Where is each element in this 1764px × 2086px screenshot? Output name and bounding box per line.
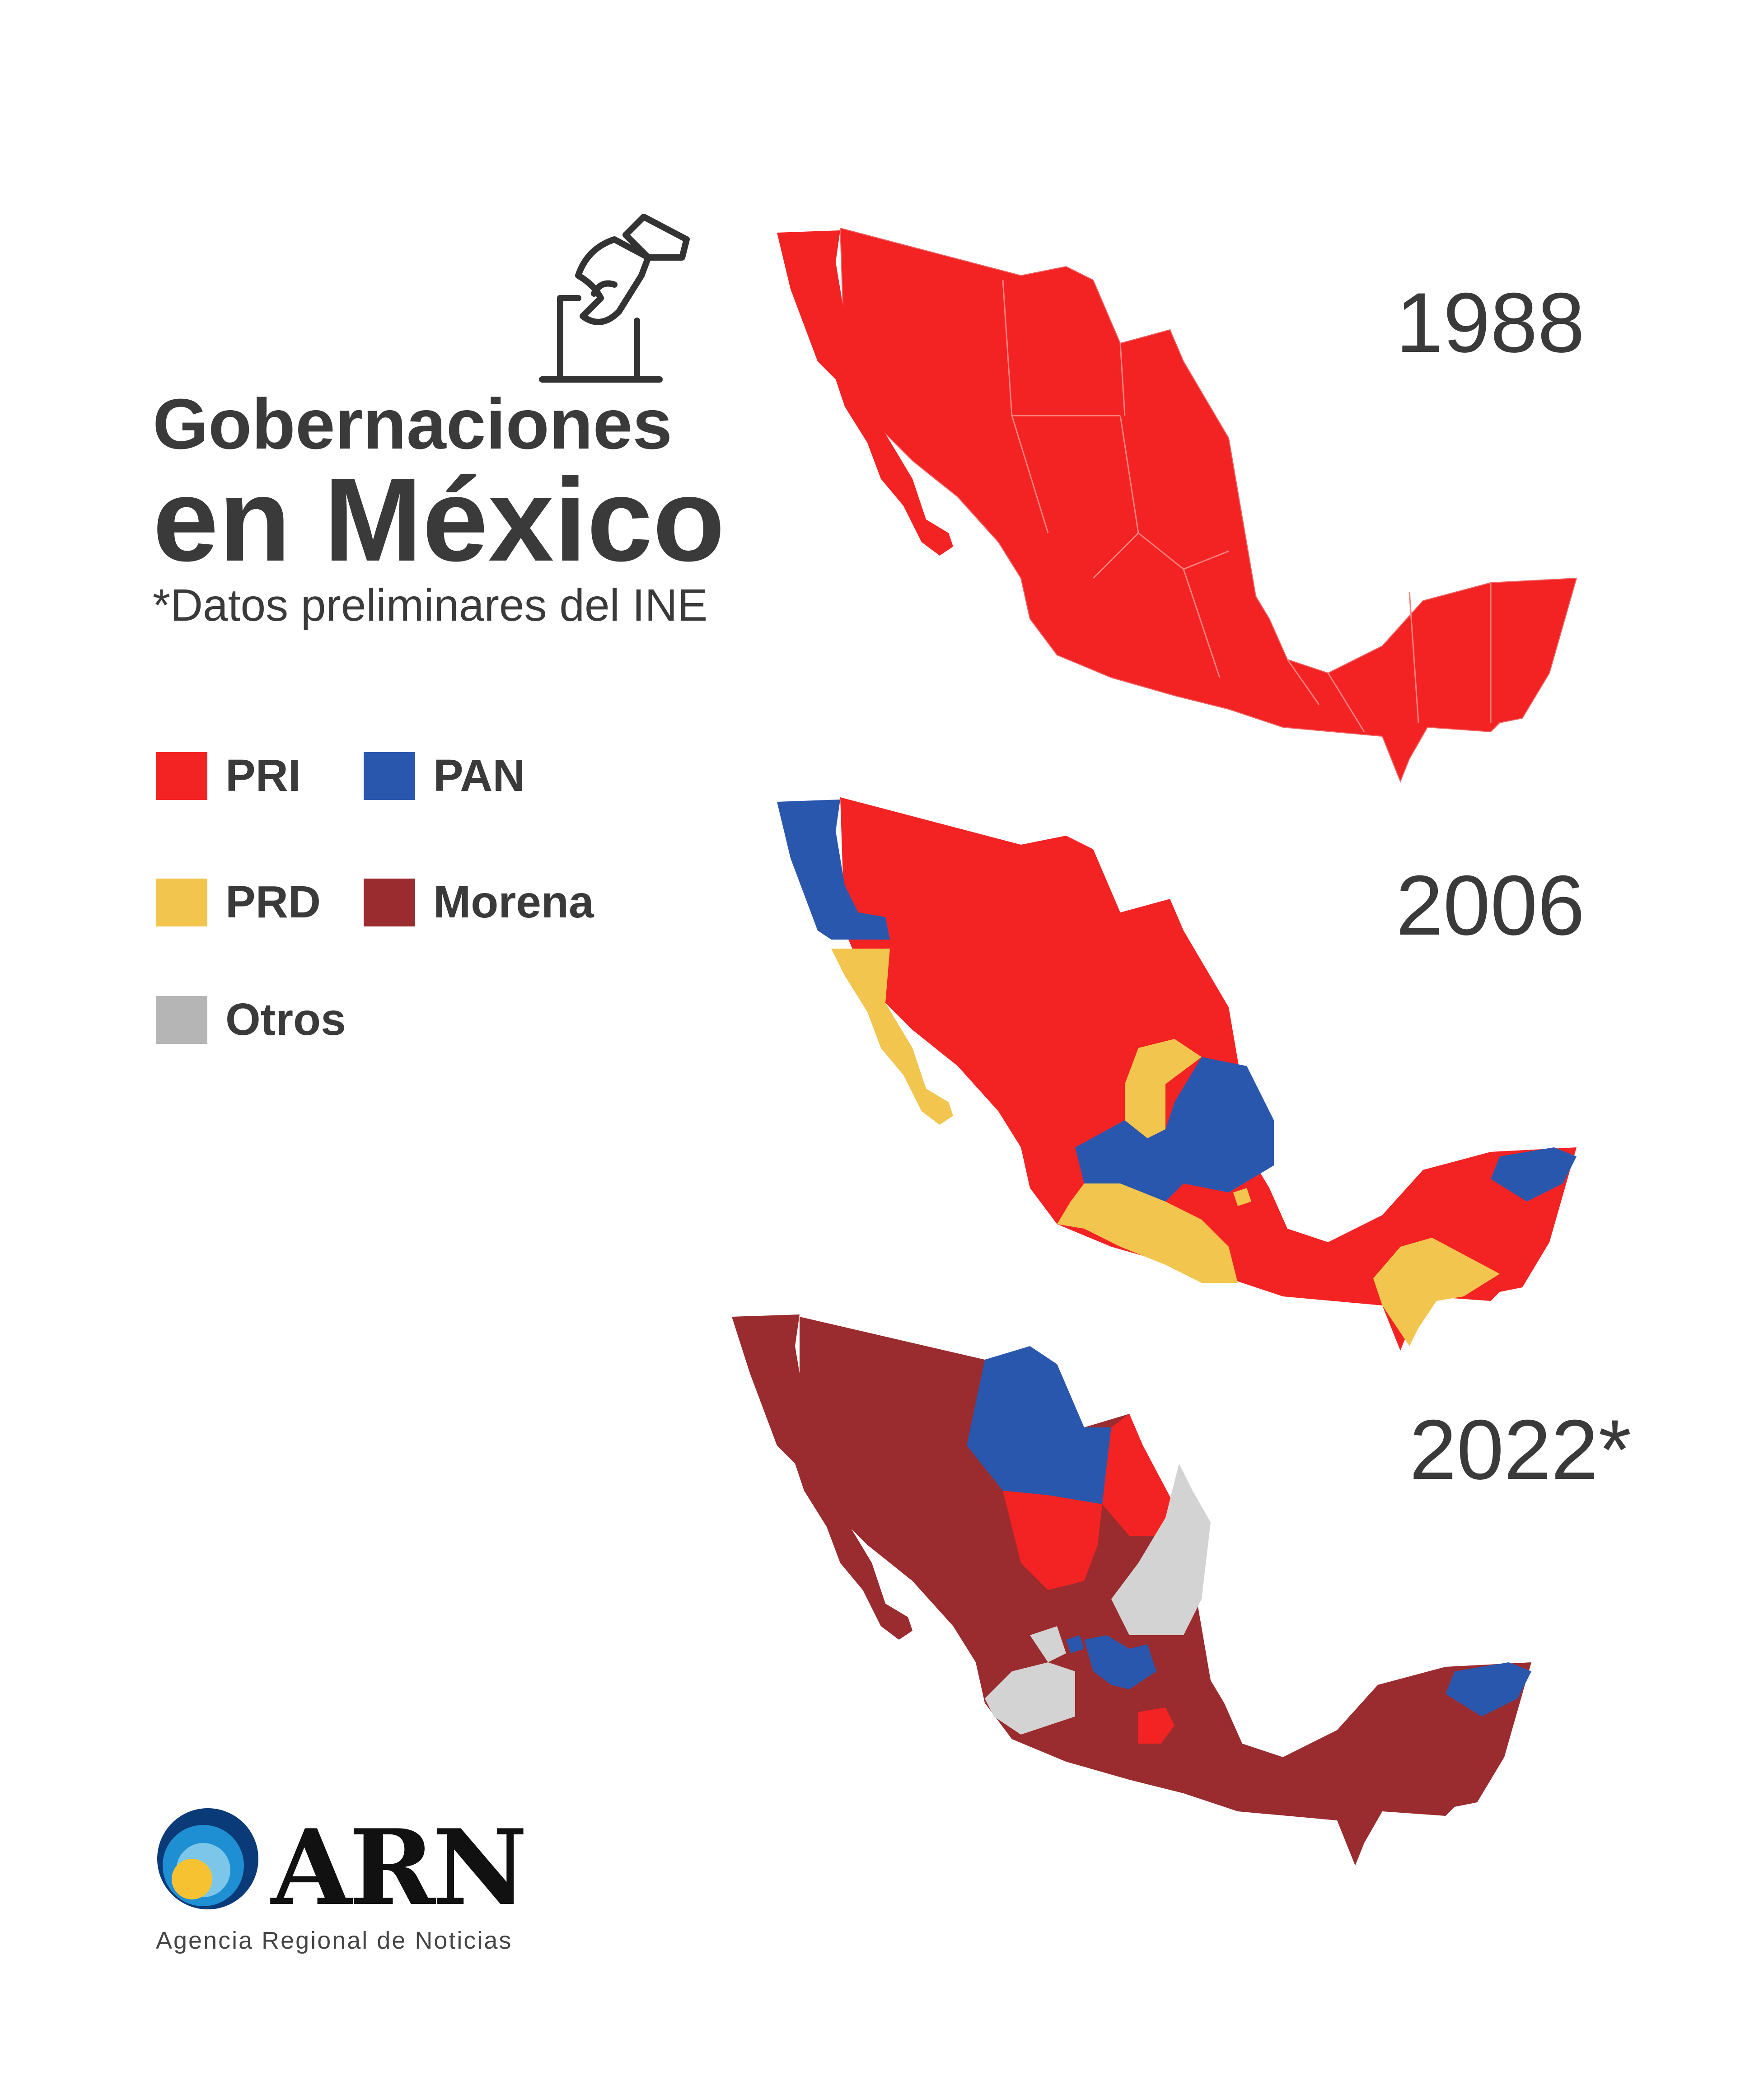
legend-swatch-prd (156, 878, 207, 926)
ballot-box-icon (539, 214, 690, 383)
legend-label-morena: Morena (433, 877, 594, 927)
map-2006-baja-california (777, 800, 890, 940)
map-2022 (732, 1314, 1531, 1866)
legend-swatch-pri (156, 752, 207, 800)
map-2006-zacatecas (1125, 1039, 1202, 1138)
map-2022-coahuila (1102, 1414, 1184, 1536)
arn-logo-text: ARN (271, 1807, 528, 1929)
legend-item-otros: Otros (156, 994, 346, 1046)
legend-label-pri: PRI (225, 750, 301, 801)
map-1988-baja (777, 230, 953, 556)
legend-swatch-otros (156, 996, 207, 1044)
map-2006-prd-michoacan-guerrero (1057, 1183, 1238, 1283)
year-label-2022: 2022* (1409, 1402, 1632, 1497)
legend-item-pri: PRI (156, 750, 301, 802)
map-2006 (777, 797, 1577, 1351)
map-2022-otros-zacatecas-area (1030, 1626, 1066, 1662)
arn-logo-tagline: Agencia Regional de Noticias (156, 1927, 513, 1954)
legend-swatch-morena (364, 878, 415, 926)
map-2006-chiapas (1373, 1238, 1500, 1346)
year-label-2006: 2006 (1396, 858, 1585, 953)
legend-item-pan: PAN (364, 750, 525, 802)
map-2006-pan-center (1075, 1057, 1274, 1202)
legend-item-morena: Morena (364, 876, 594, 928)
map-1988-state-borders (1002, 280, 1492, 732)
map-1988 (777, 227, 1577, 783)
legend-item-prd: PRD (156, 876, 321, 928)
map-2022-yucatan (1446, 1662, 1531, 1717)
map-2022-durango (1003, 1491, 1102, 1590)
map-2022-pan-center (1084, 1635, 1156, 1689)
map-2006-cdmx (1233, 1188, 1251, 1206)
subtitle: *Datos preliminares del INE (153, 580, 708, 631)
map-2022-pan-aguascalientes (1066, 1635, 1084, 1653)
year-label-1988: 1988 (1396, 275, 1585, 370)
arn-logo-mark (157, 1808, 258, 1909)
legend-label-pan: PAN (433, 750, 525, 801)
legend-label-otros: Otros (225, 994, 346, 1045)
map-2022-pri-mexico (1138, 1707, 1174, 1744)
title-line-1: Gobernaciones (153, 384, 673, 464)
map-2022-otros-jalisco (985, 1662, 1075, 1735)
map-2022-otros-nuevo-leon-slp (1111, 1464, 1211, 1635)
map-2006-baja-california-sur (831, 949, 953, 1125)
legend-swatch-pan (364, 752, 415, 800)
map-2022-chihuahua (967, 1346, 1111, 1504)
map-2006-yucatan (1491, 1147, 1577, 1202)
title-line-2: en México (153, 454, 725, 586)
map-2022-baja (732, 1314, 912, 1640)
map-1988-mainland (839, 227, 1577, 783)
legend-label-prd: PRD (225, 877, 321, 927)
